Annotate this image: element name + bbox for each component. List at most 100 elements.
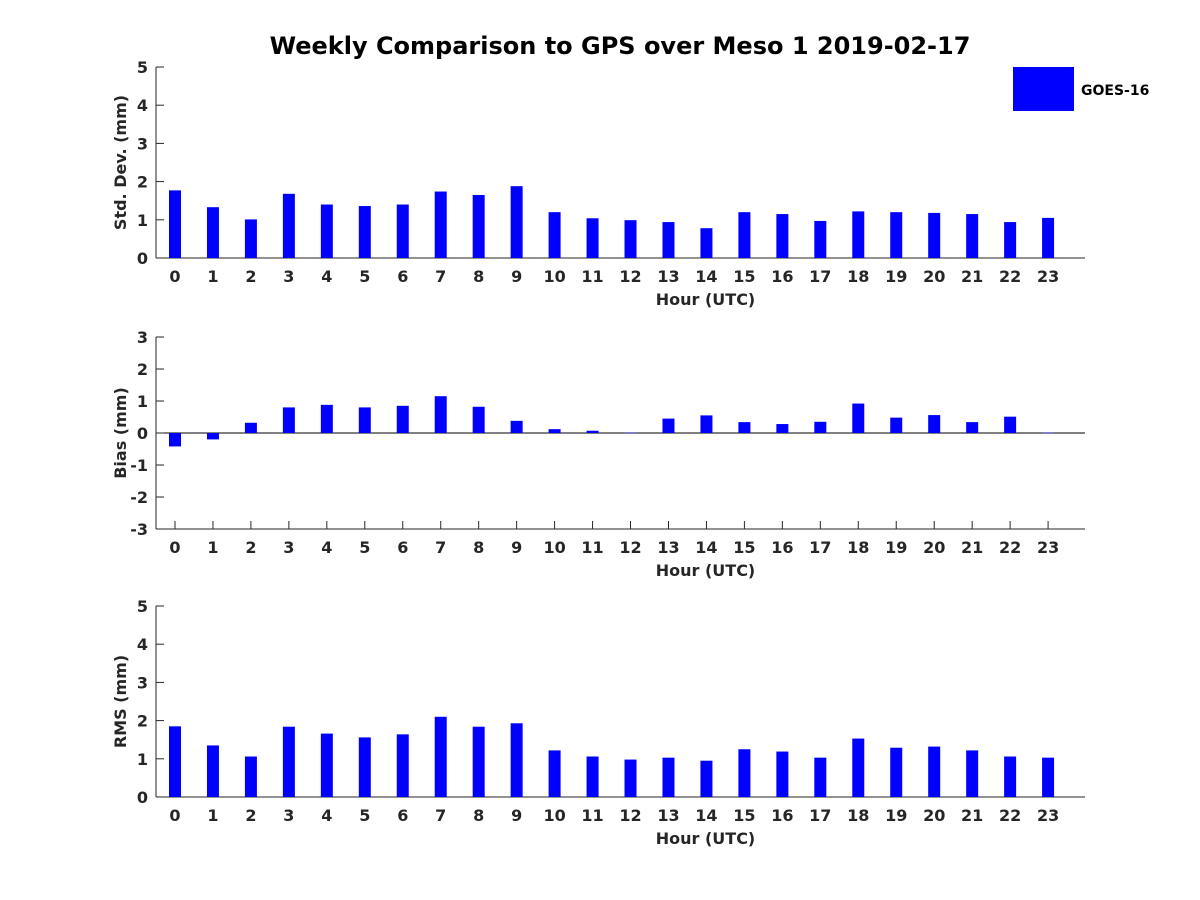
rms-y-axis-label: RMS (mm) — [111, 655, 130, 748]
rms-bar — [852, 738, 865, 797]
bias-x-tick-label: 16 — [771, 538, 793, 557]
std-dev-x-tick-label: 3 — [283, 267, 294, 286]
std-dev-bar — [586, 218, 599, 258]
bias-x-tick-label: 2 — [245, 538, 256, 557]
std-dev-bar — [434, 191, 447, 258]
rms-bar — [586, 756, 599, 797]
rms-bar — [169, 726, 181, 797]
bias-x-tick-label: 4 — [321, 538, 332, 557]
std-dev-bar — [358, 206, 371, 258]
bias-bar — [510, 420, 523, 433]
std-dev-bar — [548, 212, 561, 258]
std-dev-x-tick-label: 14 — [695, 267, 717, 286]
bias-y-tick-label: 3 — [137, 328, 148, 347]
std-dev-bar — [396, 204, 409, 258]
rms-bar — [814, 757, 827, 797]
rms-bar — [700, 760, 713, 797]
bias-x-tick-label: 3 — [283, 538, 294, 557]
std-dev-x-tick-label: 6 — [397, 267, 408, 286]
rms-x-tick-label: 1 — [207, 806, 218, 825]
std-dev-bar — [738, 212, 751, 258]
std-dev-bar — [928, 212, 941, 258]
rms-bar — [434, 716, 447, 797]
bias-x-tick-label: 9 — [511, 538, 522, 557]
rms-bar — [928, 746, 941, 797]
std-dev-x-tick-label: 11 — [581, 267, 603, 286]
bias-y-tick-label: 2 — [137, 360, 148, 379]
std-dev-x-tick-label: 12 — [619, 267, 641, 286]
bias-bar — [548, 429, 561, 433]
rms-bar — [1004, 756, 1017, 797]
bias-bar — [890, 417, 903, 433]
std-dev-bar — [206, 207, 219, 258]
rms-bar — [776, 751, 789, 797]
std-dev-x-tick-label: 16 — [771, 267, 793, 286]
std-dev-bar — [852, 211, 865, 258]
rms-bar — [206, 745, 219, 797]
bias-x-tick-label: 11 — [581, 538, 603, 557]
bias-bar — [966, 422, 979, 433]
std-dev-x-tick-label: 4 — [321, 267, 332, 286]
bias-bar — [244, 422, 257, 433]
std-dev-x-tick-label: 5 — [359, 267, 370, 286]
rms-bar — [1042, 757, 1055, 797]
bias-x-tick-label: 8 — [473, 538, 484, 557]
bias-x-axis-label: Hour (UTC) — [656, 561, 756, 580]
rms-x-tick-label: 18 — [847, 806, 869, 825]
std-dev-x-tick-label: 10 — [543, 267, 565, 286]
bias-bar — [282, 407, 295, 433]
std-dev-y-tick-label: 4 — [137, 96, 148, 115]
bias-bar — [206, 433, 219, 440]
bias-bar — [1042, 432, 1055, 434]
bias-bar — [662, 418, 675, 433]
std-dev-x-tick-label: 20 — [923, 267, 945, 286]
std-dev-x-tick-label: 8 — [473, 267, 484, 286]
std-dev-x-tick-label: 17 — [809, 267, 831, 286]
rms-x-tick-label: 20 — [923, 806, 945, 825]
rms-bar — [966, 750, 979, 797]
bias-bar — [1004, 416, 1017, 433]
rms-x-tick-label: 13 — [657, 806, 679, 825]
bias-bar — [434, 396, 447, 433]
bias-bar — [586, 430, 599, 433]
rms-bar — [890, 747, 903, 797]
rms-x-tick-label: 15 — [733, 806, 755, 825]
rms-x-tick-label: 16 — [771, 806, 793, 825]
std-dev-x-tick-label: 19 — [885, 267, 907, 286]
rms-x-tick-label: 9 — [511, 806, 522, 825]
bias-bar — [396, 405, 409, 433]
rms-x-tick-label: 19 — [885, 806, 907, 825]
rms-bar — [472, 726, 485, 797]
std-dev-y-tick-label: 0 — [137, 249, 148, 268]
std-dev-bar — [510, 186, 523, 258]
std-dev-y-tick-label: 5 — [137, 58, 148, 77]
bias-bar — [700, 415, 713, 433]
rms-x-tick-label: 0 — [169, 806, 180, 825]
chart-title: Weekly Comparison to GPS over Meso 1 201… — [270, 32, 971, 60]
std-dev-y-axis-label: Std. Dev. (mm) — [111, 95, 130, 230]
bias-bar — [814, 421, 827, 433]
bias-bar — [624, 432, 637, 434]
rms-bar — [244, 756, 257, 797]
rms-x-tick-label: 4 — [321, 806, 332, 825]
legend: GOES-16 — [1013, 67, 1149, 111]
std-dev-y-tick-label: 2 — [137, 173, 148, 192]
bias-bar — [472, 406, 485, 433]
bias-y-tick-label: 0 — [137, 424, 148, 443]
rms-bar — [662, 757, 675, 797]
bias-x-tick-label: 0 — [169, 538, 180, 557]
bias-x-tick-label: 22 — [999, 538, 1021, 557]
std-dev-bar — [1042, 217, 1055, 258]
std-dev-x-tick-label: 18 — [847, 267, 869, 286]
bias-bar — [358, 407, 371, 433]
std-dev-bar — [662, 222, 675, 258]
rms-x-tick-label: 12 — [619, 806, 641, 825]
std-dev-bar — [169, 190, 181, 258]
bias-x-tick-label: 19 — [885, 538, 907, 557]
bias-y-tick-label: -3 — [130, 520, 148, 539]
rms-x-tick-label: 23 — [1037, 806, 1059, 825]
bias-x-tick-label: 13 — [657, 538, 679, 557]
rms-x-tick-label: 8 — [473, 806, 484, 825]
